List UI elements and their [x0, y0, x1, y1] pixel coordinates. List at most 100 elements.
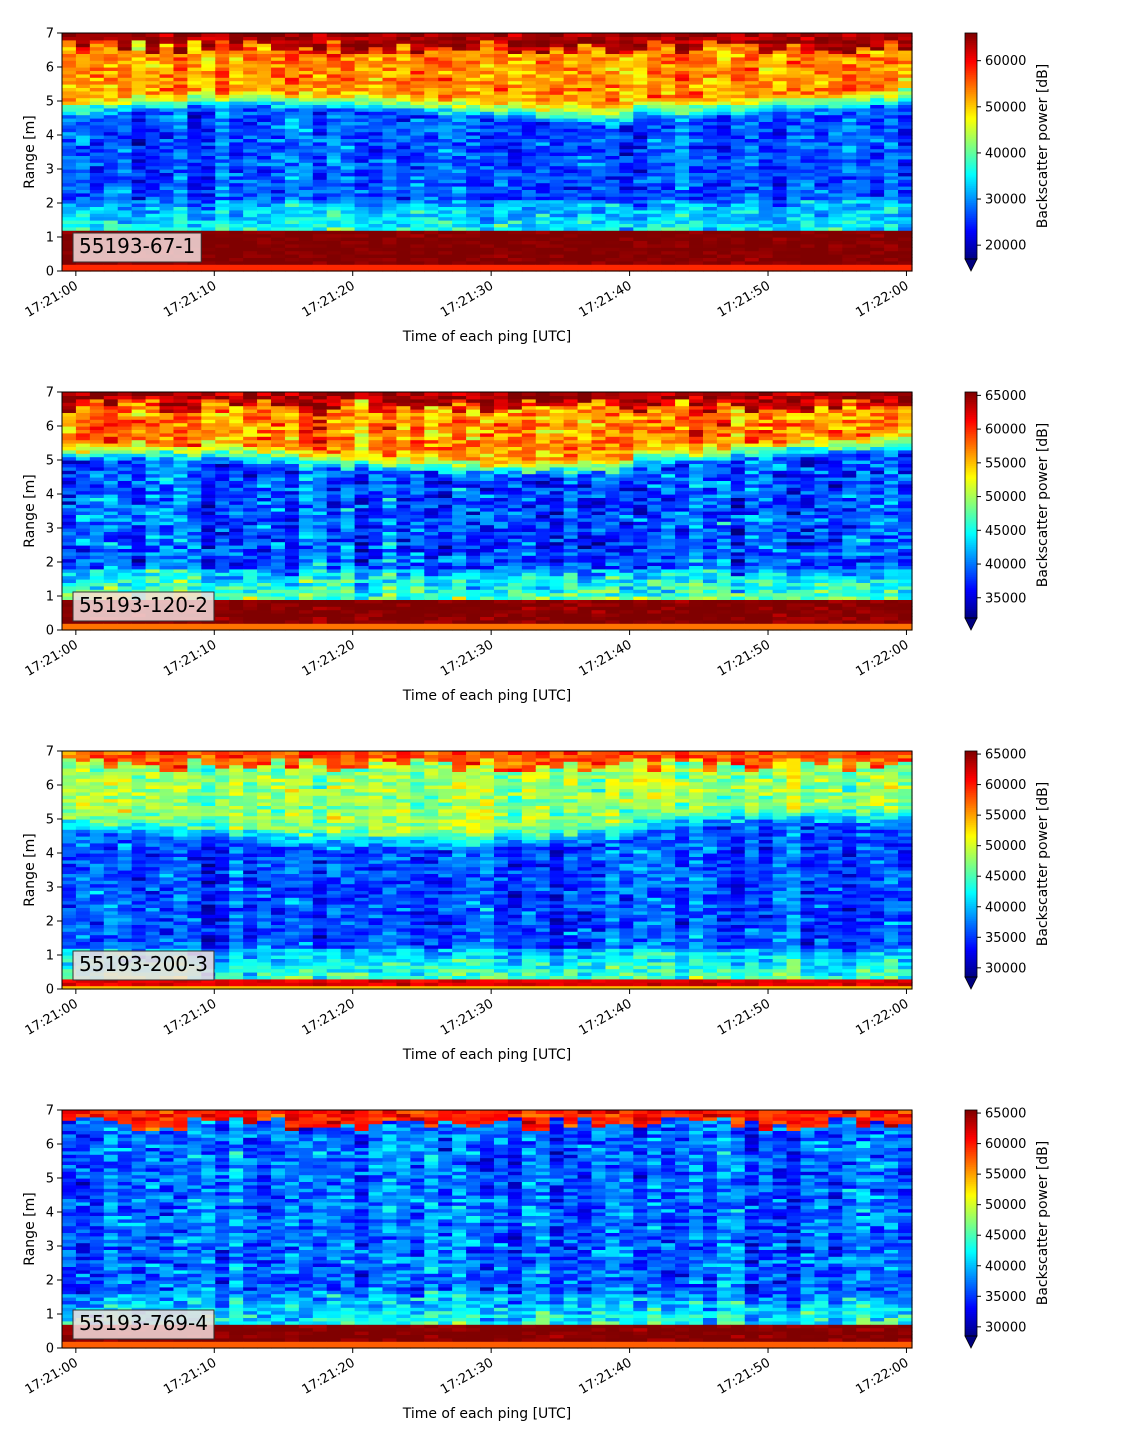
heatmap-cell — [146, 470, 161, 474]
heatmap-cell — [146, 487, 161, 491]
heatmap-cell — [299, 200, 314, 204]
heatmap-cell — [187, 200, 202, 204]
heatmap-cell — [898, 251, 913, 255]
heatmap-cell — [313, 210, 328, 214]
heatmap-cell — [299, 251, 314, 255]
heatmap-cell — [132, 200, 147, 204]
heatmap-cell — [801, 183, 816, 187]
heatmap-cell — [508, 251, 523, 255]
heatmap-cell — [466, 149, 481, 153]
heatmap-cell — [619, 227, 634, 231]
x-tick-label: 17:22:00 — [853, 278, 911, 320]
heatmap-cell — [759, 244, 774, 248]
heatmap-cell — [257, 251, 272, 255]
heatmap-cell — [745, 159, 760, 163]
heatmap-cell — [313, 166, 328, 170]
heatmap-cell — [146, 392, 161, 396]
heatmap-cell — [787, 193, 802, 197]
heatmap-cell — [355, 166, 370, 170]
heatmap-cell — [689, 264, 704, 268]
heatmap-cell — [494, 142, 509, 146]
heatmap-cell — [285, 210, 300, 214]
heatmap-cell — [689, 200, 704, 204]
heatmap-cell — [76, 487, 91, 491]
heatmap-cell — [118, 183, 133, 187]
heatmap-cell — [884, 183, 899, 187]
heatmap-cell — [508, 234, 523, 238]
heatmap-cell — [355, 132, 370, 136]
heatmap-cell — [90, 504, 105, 508]
heatmap-cell — [104, 166, 119, 170]
heatmap-cell — [605, 149, 620, 153]
heatmap-cell — [201, 193, 216, 197]
heatmap-cell — [341, 193, 356, 197]
heatmap-cell — [717, 176, 732, 180]
heatmap-cell — [689, 217, 704, 221]
heatmap-cell — [452, 166, 467, 170]
heatmap-cell — [160, 200, 175, 204]
heatmap-cell — [341, 227, 356, 231]
heatmap-cell — [661, 210, 676, 214]
heatmap-cell — [828, 251, 843, 255]
heatmap-cell — [452, 234, 467, 238]
heatmap-cell — [62, 200, 77, 204]
heatmap-cell — [870, 183, 885, 187]
heatmap-cell — [578, 149, 593, 153]
heatmap-cell — [633, 132, 648, 136]
heatmap-cell — [299, 234, 314, 238]
heatmap-cell — [870, 200, 885, 204]
heatmap-cell — [62, 402, 77, 406]
heatmap-cell — [578, 264, 593, 268]
heatmap-cell — [382, 176, 397, 180]
heatmap-cell — [578, 193, 593, 197]
heatmap-cell — [146, 200, 161, 204]
heatmap-cell — [285, 244, 300, 248]
heatmap-cell — [689, 183, 704, 187]
heatmap-cell — [717, 234, 732, 238]
heatmap-cell — [382, 149, 397, 153]
heatmap-cell — [675, 200, 690, 204]
heatmap-cell — [313, 132, 328, 136]
heatmap-cell — [187, 132, 202, 136]
heatmap-cell — [536, 251, 551, 255]
heatmap-cell — [62, 436, 77, 440]
heatmap-cell — [842, 132, 857, 136]
heatmap-cell — [480, 33, 495, 37]
heatmap-cell — [759, 166, 774, 170]
heatmap-cell — [550, 244, 565, 248]
heatmap-cell — [633, 149, 648, 153]
heatmap-cell — [382, 234, 397, 238]
heatmap-cell — [271, 176, 286, 180]
heatmap-cell — [160, 132, 175, 136]
heatmap-cell — [410, 217, 425, 221]
heatmap-cell — [842, 251, 857, 255]
heatmap-cell — [187, 210, 202, 214]
heatmap-cell — [842, 217, 857, 221]
heatmap-cell — [508, 200, 523, 204]
heatmap-cell — [564, 159, 579, 163]
heatmap-cell — [90, 419, 105, 423]
heatmap-cell — [605, 244, 620, 248]
heatmap-cell — [187, 183, 202, 187]
colorbar-tick-label: 40000 — [985, 146, 1026, 161]
heatmap-cell — [536, 217, 551, 221]
heatmap-cell — [466, 210, 481, 214]
heatmap-cell — [814, 142, 829, 146]
heatmap-cell — [536, 227, 551, 231]
heatmap-cell — [355, 142, 370, 146]
heatmap-cell — [410, 132, 425, 136]
heatmap-cell — [842, 193, 857, 197]
heatmap-cell — [898, 200, 913, 204]
heatmap-cell — [522, 193, 537, 197]
colorbar-tick-label: 30000 — [985, 193, 1026, 208]
heatmap-cell — [564, 217, 579, 221]
heatmap-cell — [215, 200, 230, 204]
heatmap-cell — [215, 210, 230, 214]
heatmap-cell — [898, 244, 913, 248]
heatmap-cell — [773, 210, 788, 214]
heatmap-cell — [828, 142, 843, 146]
heatmap-cell — [508, 149, 523, 153]
heatmap-cell — [438, 244, 453, 248]
heatmap-cell — [689, 244, 704, 248]
heatmap-cell — [118, 453, 133, 457]
